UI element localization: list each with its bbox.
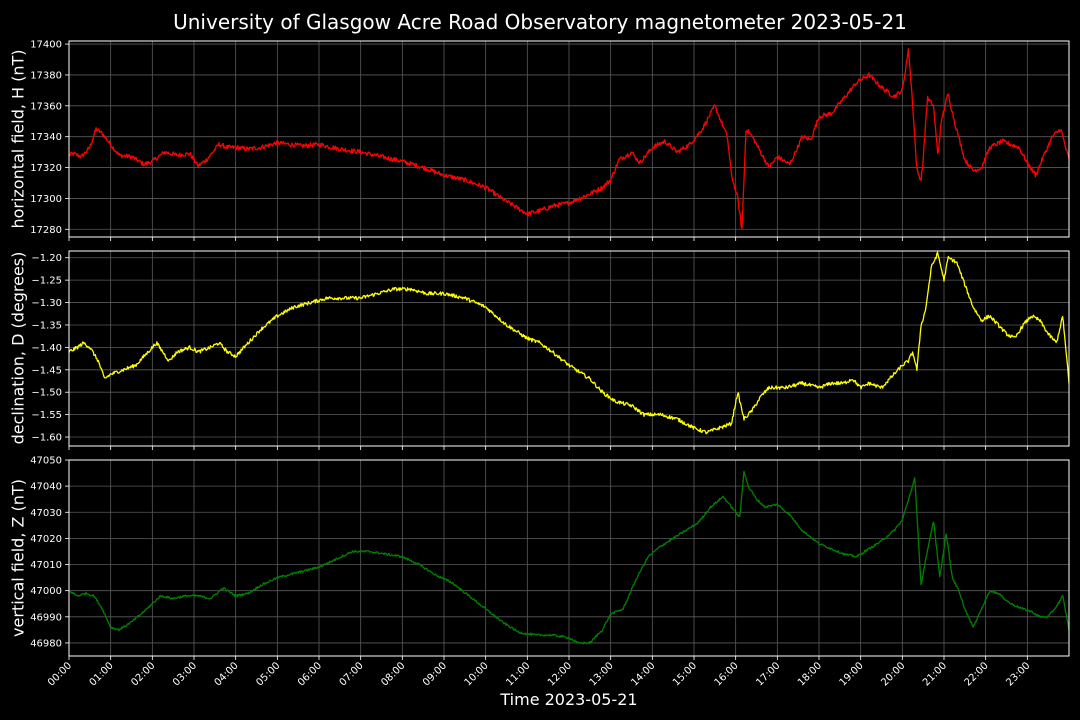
ytick-label-d: −1.20 xyxy=(31,253,62,264)
xtick-label: 03:00 xyxy=(171,660,199,688)
ytick-label-z: 47040 xyxy=(30,482,62,493)
xtick-label: 21:00 xyxy=(921,660,949,688)
ytick-label-d: −1.55 xyxy=(31,410,62,421)
xtick-label: 14:00 xyxy=(629,660,657,688)
ytick-label-d: −1.25 xyxy=(31,276,62,287)
ytick-label-z: 46980 xyxy=(30,638,62,649)
x-axis-label: Time 2023-05-21 xyxy=(500,690,638,709)
xtick-label: 23:00 xyxy=(1004,660,1032,688)
xtick-label: 20:00 xyxy=(879,660,907,688)
series-line-h xyxy=(68,48,1070,230)
plot-frame-z xyxy=(68,459,1070,657)
series-line-z xyxy=(68,470,1070,645)
xtick-label: 18:00 xyxy=(796,660,824,688)
ytick-label-z: 47010 xyxy=(30,560,62,571)
ytick-label-d: −1.30 xyxy=(31,298,62,309)
xtick-label: 02:00 xyxy=(129,660,157,688)
xtick-label: 05:00 xyxy=(254,660,282,688)
xtick-label: 01:00 xyxy=(88,660,116,688)
ylabel-d: declination, D (degrees) xyxy=(8,251,28,445)
xtick-label: 00:00 xyxy=(46,660,74,688)
chart-title: University of Glasgow Acre Road Observat… xyxy=(173,10,907,34)
xtick-label: 11:00 xyxy=(504,660,532,688)
ytick-label-z: 47030 xyxy=(30,508,62,519)
xtick-label: 13:00 xyxy=(588,660,616,688)
ytick-label-h: 17340 xyxy=(30,132,62,143)
xtick-label: 16:00 xyxy=(713,660,741,688)
ytick-label-h: 17400 xyxy=(30,40,62,51)
xtick-label: 17:00 xyxy=(754,660,782,688)
ytick-label-h: 17320 xyxy=(30,163,62,174)
ytick-label-h: 17280 xyxy=(30,225,62,236)
xtick-label: 09:00 xyxy=(421,660,449,688)
xtick-label: 15:00 xyxy=(671,660,699,688)
xtick-label: 04:00 xyxy=(213,660,241,688)
ytick-label-h: 17360 xyxy=(30,101,62,112)
plot-frame-h xyxy=(68,40,1070,238)
ytick-label-d: −1.35 xyxy=(31,320,62,331)
ytick-label-d: −1.40 xyxy=(31,343,62,354)
xtick-label: 22:00 xyxy=(963,660,991,688)
series-line-d xyxy=(68,251,1070,435)
ytick-label-h: 17380 xyxy=(30,70,62,81)
ytick-label-z: 46990 xyxy=(30,612,62,623)
xtick-label: 10:00 xyxy=(463,660,491,688)
ytick-label-z: 47020 xyxy=(30,534,62,545)
ytick-label-h: 17300 xyxy=(30,194,62,205)
ytick-label-d: −1.50 xyxy=(31,388,62,399)
xtick-label: 06:00 xyxy=(296,660,324,688)
xtick-label: 07:00 xyxy=(338,660,366,688)
plot-frame-d xyxy=(68,250,1070,447)
ytick-label-d: −1.45 xyxy=(31,365,62,376)
ytick-label-z: 47050 xyxy=(30,456,62,467)
ytick-label-d: −1.60 xyxy=(31,433,62,444)
xtick-label: 08:00 xyxy=(379,660,407,688)
xtick-label: 19:00 xyxy=(838,660,866,688)
ytick-label-z: 47000 xyxy=(30,586,62,597)
ylabel-z: vertical field, Z (nT) xyxy=(8,479,28,637)
xtick-label: 12:00 xyxy=(546,660,574,688)
ylabel-h: horizontal field, H (nT) xyxy=(8,49,28,229)
